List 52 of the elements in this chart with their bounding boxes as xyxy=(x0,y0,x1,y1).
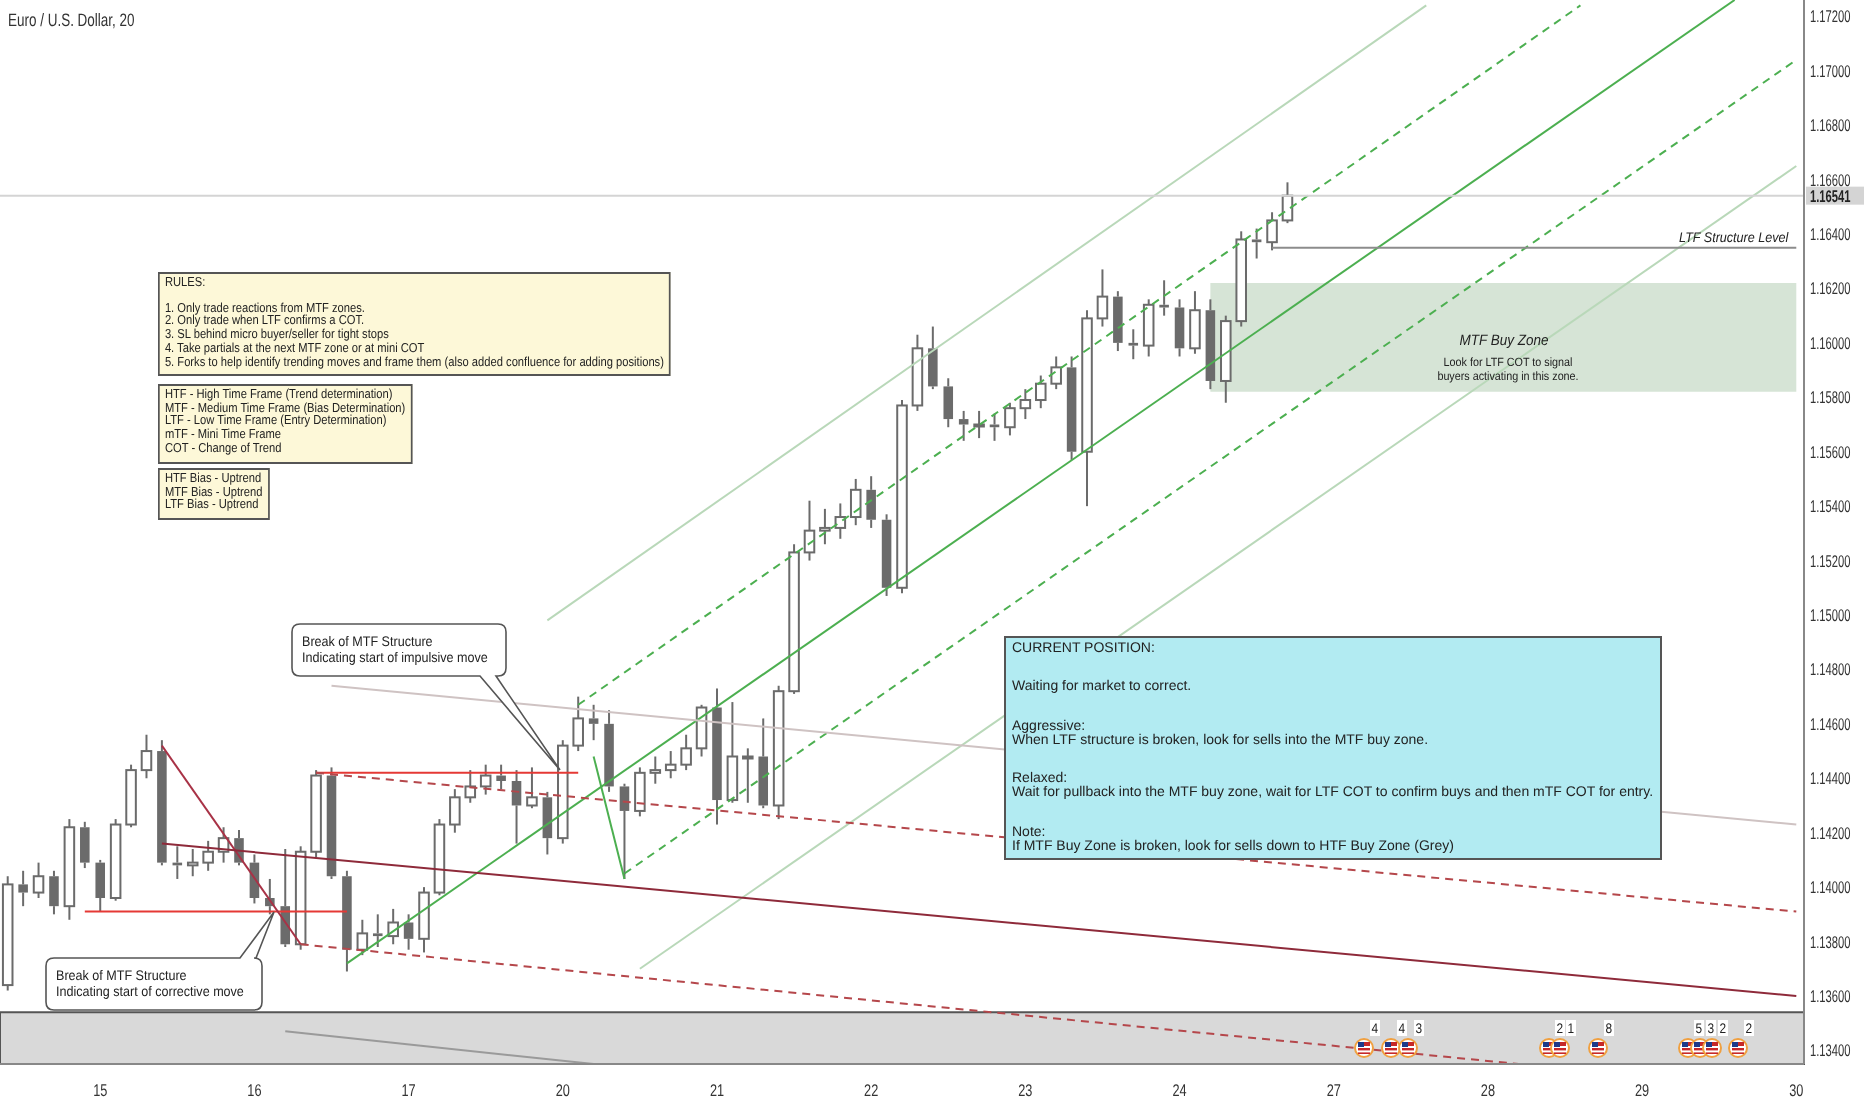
candlestick xyxy=(928,325,938,391)
candlestick xyxy=(758,717,769,810)
candlestick xyxy=(1128,328,1139,361)
y-tick-label: 1.15000 xyxy=(1810,604,1851,626)
y-tick-label: 1.13800 xyxy=(1810,931,1851,953)
y-tick-label: 1.17200 xyxy=(1810,5,1851,28)
x-tick-label: 30 xyxy=(1789,1080,1804,1100)
candlestick xyxy=(1174,298,1185,358)
candlestick xyxy=(49,869,59,916)
y-tick-label: 1.16200 xyxy=(1810,277,1851,300)
candlestick xyxy=(1205,298,1216,391)
x-tick-label: 24 xyxy=(1172,1080,1187,1100)
x-tick-label: 21 xyxy=(709,1080,725,1100)
candlestick xyxy=(943,377,954,429)
y-tick-label: 1.16600 xyxy=(1810,169,1851,191)
y-tick-label: 1.14200 xyxy=(1810,822,1851,844)
y-tick-label: 1.15400 xyxy=(1810,495,1851,517)
x-tick-label: 27 xyxy=(1326,1080,1341,1100)
y-tick-label: 1.13400 xyxy=(1810,1039,1851,1062)
x-tick-label: 16 xyxy=(247,1080,262,1100)
y-tick-label: 1.16000 xyxy=(1810,332,1851,354)
candlestick xyxy=(80,820,90,870)
y-tick-label: 1.13600 xyxy=(1810,985,1851,1007)
y-tick-label: 1.14400 xyxy=(1810,767,1851,789)
y-tick-label: 1.14000 xyxy=(1810,876,1851,898)
candlestick xyxy=(742,747,754,804)
y-tick-label: 1.16800 xyxy=(1810,114,1851,136)
candlestick xyxy=(1113,290,1123,353)
y-tick-label: 1.14600 xyxy=(1810,713,1851,735)
y-tick-label: 1.15600 xyxy=(1810,441,1851,463)
candlestick xyxy=(1096,268,1109,328)
y-tick-label: 1.15200 xyxy=(1810,550,1851,572)
y-tick-label: 1.14800 xyxy=(1810,658,1851,681)
x-tick-label: 29 xyxy=(1635,1080,1650,1100)
y-tick-label: 1.15800 xyxy=(1810,386,1851,409)
candlestick xyxy=(95,858,105,913)
candlestick xyxy=(866,475,876,529)
x-tick-label: 23 xyxy=(1018,1080,1033,1100)
x-tick-label: 28 xyxy=(1480,1080,1495,1100)
x-tick-label: 17 xyxy=(401,1080,416,1100)
candlestick xyxy=(712,687,722,826)
candlestick xyxy=(342,869,352,973)
text: Euro / U.S. Dollar, 20 xyxy=(8,10,136,31)
x-tick-label: 15 xyxy=(93,1080,108,1100)
candlestick xyxy=(18,869,28,908)
x-tick-label: 22 xyxy=(864,1080,879,1100)
y-tick-label: 1.17000 xyxy=(1810,60,1851,82)
y-tick-label: 1.16400 xyxy=(1810,223,1851,245)
x-tick-label: 20 xyxy=(555,1080,570,1100)
ref-line-label: 1.16541 xyxy=(1810,185,1851,207)
candlestick xyxy=(1189,290,1201,355)
candlestick xyxy=(958,409,969,442)
